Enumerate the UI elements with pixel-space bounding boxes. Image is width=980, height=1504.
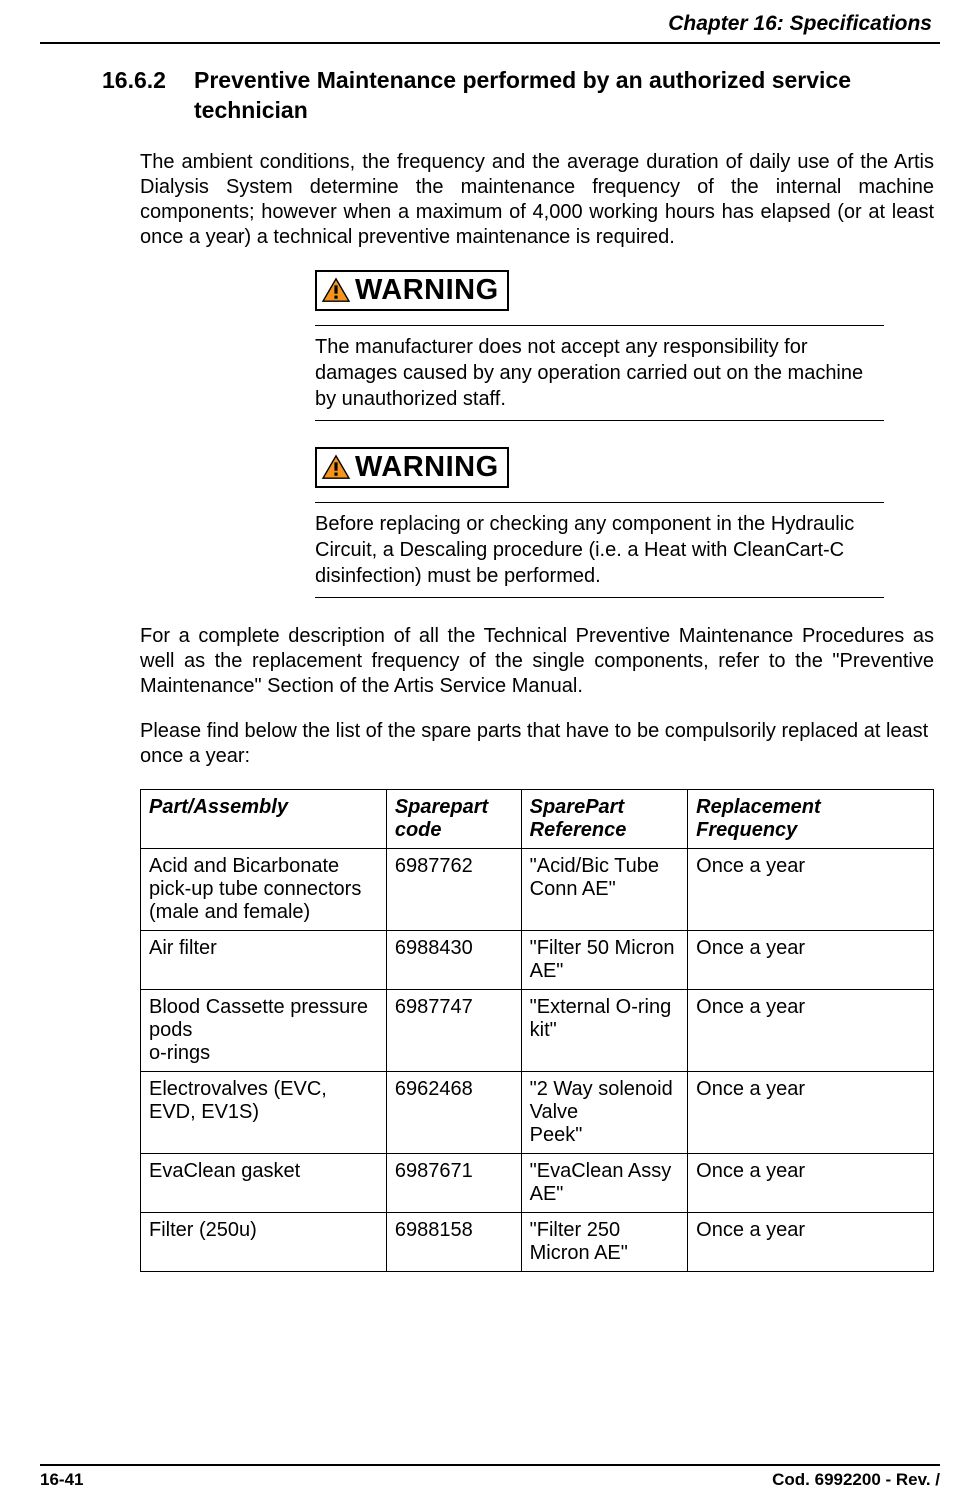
table-row: Electrovalves (EVC, EVD, EV1S) 6962468 "… — [141, 1071, 934, 1153]
warning-rule-2b — [315, 597, 884, 598]
cell-freq: Once a year — [688, 989, 934, 1071]
th-code: Sparepart code — [386, 789, 521, 848]
cell-code: 6987762 — [386, 848, 521, 930]
cell-part: Air filter — [141, 930, 387, 989]
cell-part: Acid and Bicarbonate pick-up tube connec… — [141, 848, 387, 930]
cell-code: 6962468 — [386, 1071, 521, 1153]
warning-triangle-icon — [321, 454, 351, 480]
cell-freq: Once a year — [688, 1071, 934, 1153]
cell-code: 6987747 — [386, 989, 521, 1071]
cell-code: 6988430 — [386, 930, 521, 989]
footer-rule — [40, 1464, 940, 1466]
cell-freq: Once a year — [688, 848, 934, 930]
spare-parts-table: Part/Assembly Sparepart code SparePart R… — [140, 789, 934, 1272]
page: Chapter 16: Specifications 16.6.2 Preven… — [0, 0, 980, 1504]
cell-part: Electrovalves (EVC, EVD, EV1S) — [141, 1071, 387, 1153]
warning-triangle-icon — [321, 277, 351, 303]
warning-label-2: WARNING — [315, 447, 509, 488]
top-rule — [40, 42, 940, 44]
chapter-header: Chapter 16: Specifications — [40, 0, 940, 42]
cell-freq: Once a year — [688, 930, 934, 989]
footer-doc-code: Cod. 6992200 - Rev. / — [772, 1470, 940, 1490]
warning-box-2: WARNING Before replacing or checking any… — [315, 447, 884, 598]
th-ref: SparePart Reference — [521, 789, 688, 848]
post-para-2: Please find below the list of the spare … — [140, 719, 934, 769]
cell-freq: Once a year — [688, 1153, 934, 1212]
cell-code: 6988158 — [386, 1212, 521, 1271]
table-body: Acid and Bicarbonate pick-up tube connec… — [141, 848, 934, 1271]
cell-ref: "2 Way solenoid Valve Peek" — [521, 1071, 688, 1153]
warning-text-2: Before replacing or checking any compone… — [315, 503, 884, 597]
table-row: Blood Cassette pressure pods o-rings 698… — [141, 989, 934, 1071]
cell-ref: "Filter 50 Micron AE" — [521, 930, 688, 989]
cell-ref: "External O-ring kit" — [521, 989, 688, 1071]
table-header-row: Part/Assembly Sparepart code SparePart R… — [141, 789, 934, 848]
warning-word-2: WARNING — [355, 451, 499, 484]
table-row: Filter (250u) 6988158 "Filter 250 Micron… — [141, 1212, 934, 1271]
cell-ref: "Acid/Bic Tube Conn AE" — [521, 848, 688, 930]
warning-text-1: The manufacturer does not accept any res… — [315, 326, 884, 420]
cell-part: EvaClean gasket — [141, 1153, 387, 1212]
table-row: Acid and Bicarbonate pick-up tube connec… — [141, 848, 934, 930]
th-part: Part/Assembly — [141, 789, 387, 848]
warning-label-1: WARNING — [315, 270, 509, 311]
body-block: The ambient conditions, the frequency an… — [140, 150, 934, 1272]
footer-page-number: 16-41 — [40, 1470, 83, 1490]
table-row: Air filter 6988430 "Filter 50 Micron AE"… — [141, 930, 934, 989]
cell-ref: "Filter 250 Micron AE" — [521, 1212, 688, 1271]
footer-row: 16-41 Cod. 6992200 - Rev. / — [40, 1470, 940, 1490]
table-row: EvaClean gasket 6987671 "EvaClean Assy A… — [141, 1153, 934, 1212]
intro-paragraph: The ambient conditions, the frequency an… — [140, 150, 934, 250]
section-heading: 16.6.2 Preventive Maintenance performed … — [102, 66, 940, 126]
section-title: Preventive Maintenance performed by an a… — [194, 66, 940, 126]
page-footer: 16-41 Cod. 6992200 - Rev. / — [40, 1464, 940, 1490]
section-number: 16.6.2 — [102, 66, 194, 126]
cell-part: Filter (250u) — [141, 1212, 387, 1271]
warning-word-1: WARNING — [355, 274, 499, 307]
warning-box-1: WARNING The manufacturer does not accept… — [315, 270, 884, 421]
cell-part: Blood Cassette pressure pods o-rings — [141, 989, 387, 1071]
cell-freq: Once a year — [688, 1212, 934, 1271]
warning-rule-1b — [315, 420, 884, 421]
cell-ref: "EvaClean Assy AE" — [521, 1153, 688, 1212]
post-para-1: For a complete description of all the Te… — [140, 624, 934, 699]
cell-code: 6987671 — [386, 1153, 521, 1212]
th-freq: Replacement Frequency — [688, 789, 934, 848]
